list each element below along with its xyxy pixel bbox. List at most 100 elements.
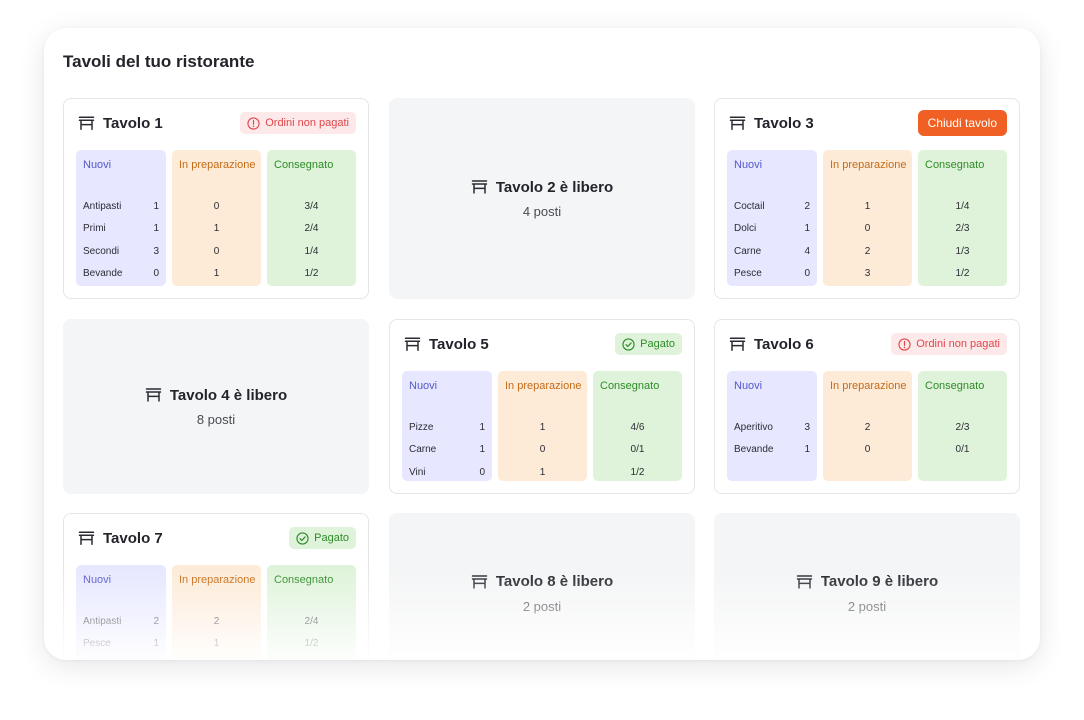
course-name: Primi: [83, 223, 106, 235]
column-nuovi: Nuovi Aperitivo 3 Bevande 1: [727, 371, 817, 481]
order-row: 0: [823, 439, 912, 462]
seats-count: 2 posti: [522, 598, 562, 614]
column-rows: 1 0 1: [498, 416, 587, 484]
delivered-count: 2/4: [304, 615, 319, 627]
delivered-count: 2/3: [955, 223, 970, 235]
order-row: 2/3: [918, 416, 1007, 439]
column-rows: 1 0 2 3: [823, 195, 912, 285]
page-title: Tavoli del tuo ristorante: [63, 52, 255, 71]
table-card-5[interactable]: Tavolo 5 Pagato Nuovi Pizze 1 Carne 1 Vini 0 In p…: [389, 319, 695, 494]
delivered-count: 2/4: [304, 223, 319, 235]
new-count: 3: [804, 421, 810, 433]
column-header: Consegnato: [925, 380, 985, 392]
table-icon: [471, 574, 488, 589]
column-nuovi: Nuovi Coctail 2 Dolci 1 Carne 4 Pesce 0: [727, 150, 817, 286]
check-circle-icon: [296, 531, 314, 545]
column-header: In preparazione: [505, 380, 582, 392]
order-row: 1/2: [593, 461, 682, 484]
delivered-count: 0/1: [955, 444, 970, 456]
seats-count: 2 posti: [847, 598, 887, 614]
preparing-count: 0: [539, 444, 546, 456]
order-row: 0/1: [593, 439, 682, 462]
order-row: Bevande 0: [76, 263, 166, 286]
new-count: 2: [804, 200, 810, 212]
order-row: Pizze 1: [402, 416, 492, 439]
order-columns: Nuovi Antipasti 1 Primi 1 Secondi 3 Bevande 0 In …: [76, 150, 356, 286]
preparing-count: 0: [864, 444, 871, 456]
delivered-count: 1/4: [955, 200, 970, 212]
course-name: Pesce: [83, 638, 111, 650]
course-name: Bevande: [734, 444, 774, 456]
order-row: 0/1: [918, 439, 1007, 462]
column-header: Consegnato: [274, 159, 334, 171]
course-name: Dolci: [734, 223, 757, 235]
table-card-9[interactable]: Tavolo 9 è libero 2 posti: [714, 513, 1020, 660]
delivered-count: 2/3: [955, 421, 970, 433]
column-rows: Pizze 1 Carne 1 Vini 0: [402, 416, 492, 484]
table-card-6[interactable]: Tavolo 6 Ordini non pagati Nuovi Aperitivo 3…: [714, 319, 1020, 494]
order-row: 3/4: [267, 195, 356, 218]
order-row: 1/4: [918, 195, 1007, 218]
table-icon: [796, 574, 813, 589]
column-nuovi: Nuovi Antipasti 2 Pesce 1: [76, 565, 166, 660]
column-nuovi: Nuovi Pizze 1 Carne 1 Vini 0: [402, 371, 492, 481]
column-rows: 4/6 0/1 1/2: [593, 416, 682, 484]
column-header: Consegnato: [600, 380, 660, 392]
preparing-count: 2: [864, 245, 871, 257]
table-card-2[interactable]: Tavolo 2 è libero 4 posti: [389, 98, 695, 299]
check-circle-icon: [622, 337, 640, 351]
table-icon: [729, 337, 746, 351]
course-name: Pesce: [734, 268, 762, 280]
course-name: Aperitivo: [734, 421, 773, 433]
new-count: 1: [804, 444, 810, 456]
delivered-count: 1/2: [955, 268, 970, 280]
course-name: Antipasti: [83, 200, 122, 212]
order-row: Bevande 1: [727, 439, 817, 462]
table-icon: [78, 531, 95, 545]
column-rows: Antipasti 1 Primi 1 Secondi 3 Bevande 0: [76, 195, 166, 285]
order-row: Aperitivo 3: [727, 416, 817, 439]
table-title: Tavolo 3: [754, 114, 814, 132]
order-row: 1: [498, 416, 587, 439]
table-title: Tavolo 5: [429, 335, 489, 353]
table-title: Tavolo 9 è libero: [796, 573, 938, 590]
unpaid-orders-badge: Ordini non pagati: [891, 333, 1007, 355]
order-row: Antipasti 2: [76, 610, 166, 633]
table-card-1[interactable]: Tavolo 1 Ordini non pagati Nuovi Antipasti 1…: [63, 98, 369, 299]
course-name: Antipasti: [83, 615, 122, 627]
badge-label: Ordini non pagati: [265, 117, 349, 129]
new-count: 4: [804, 245, 810, 257]
table-card-7[interactable]: Tavolo 7 Pagato Nuovi Antipasti 2 Pesce 1 In pr…: [63, 513, 369, 660]
preparing-count: 2: [864, 421, 871, 433]
table-title-text: Tavolo 8 è libero: [495, 572, 614, 590]
order-row: 2: [823, 416, 912, 439]
table-card-8[interactable]: Tavolo 8 è libero 2 posti: [389, 513, 695, 660]
order-row: Carne 4: [727, 240, 817, 263]
order-row: 0: [172, 195, 261, 218]
order-row: 1: [498, 461, 587, 484]
order-row: Pesce 1: [76, 633, 166, 656]
close-table-button[interactable]: Chiudi tavolo: [917, 110, 1007, 136]
column-header: In preparazione: [179, 159, 256, 171]
column-rows: 2/3 0/1: [918, 416, 1007, 461]
order-row: Primi 1: [76, 218, 166, 241]
column-header: In preparazione: [830, 380, 907, 392]
order-row: 2/4: [267, 610, 356, 633]
column-prep: In preparazione 2 0: [823, 371, 912, 481]
free-table-info: Tavolo 8 è libero 2 posti: [389, 572, 695, 614]
preparing-count: 1: [213, 638, 220, 650]
order-row: Secondi 3: [76, 240, 166, 263]
table-card-3[interactable]: Tavolo 3 Chiudi tavolo Nuovi Coctail 2 Dolci 1…: [714, 98, 1020, 299]
preparing-count: 2: [213, 615, 220, 627]
table-card-4[interactable]: Tavolo 4 è libero 8 posti: [63, 319, 369, 494]
order-row: 0: [498, 439, 587, 462]
seats-count: 8 posti: [196, 411, 236, 427]
table-title: Tavolo 2 è libero: [471, 178, 613, 195]
table-icon: [471, 180, 488, 194]
preparing-count: 1: [539, 421, 546, 433]
new-count: 1: [153, 223, 159, 235]
column-header: Nuovi: [734, 380, 763, 392]
column-rows: 2/4 1/2: [267, 610, 356, 655]
column-nuovi: Nuovi Antipasti 1 Primi 1 Secondi 3 Bevande 0: [76, 150, 166, 286]
